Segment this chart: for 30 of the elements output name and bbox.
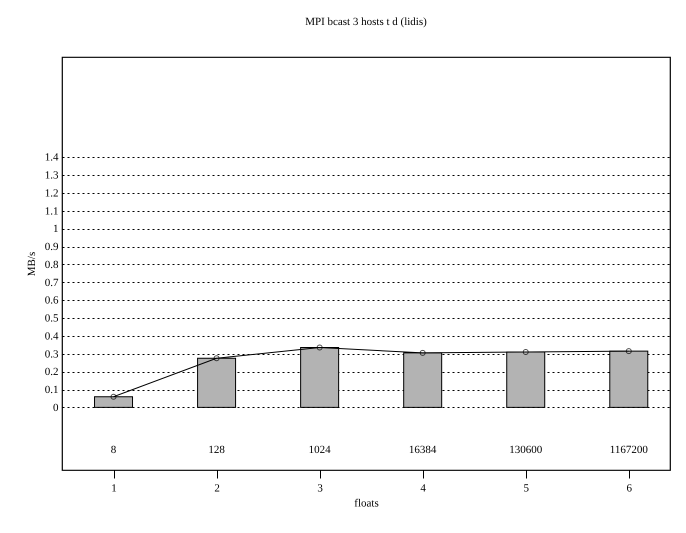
y-axis-title: MB/s xyxy=(26,252,38,276)
y-tick-label: 0.6 xyxy=(44,294,59,307)
y-tick-label: 1.3 xyxy=(44,170,59,182)
y-tick-label: 0.5 xyxy=(44,312,59,325)
y-tick-label: 0.4 xyxy=(44,330,59,342)
x-tick-label: 5 xyxy=(523,482,530,494)
y-tick-label: 1.1 xyxy=(44,205,58,218)
x-tick-label: 1 xyxy=(111,482,117,494)
chart-title: MPI bcast 3 hosts t d (lidis) xyxy=(305,16,428,28)
y-tick-label: 0.7 xyxy=(44,276,59,289)
y-tick-label: 1 xyxy=(53,223,58,236)
annotation: 130600 xyxy=(509,444,543,456)
x-tick-label: 3 xyxy=(317,482,324,494)
x-tick-label: 4 xyxy=(420,482,426,494)
y-tick-label: 0.1 xyxy=(44,384,58,396)
x-tick-label: 6 xyxy=(626,482,633,494)
y-tick-label: 1.2 xyxy=(44,187,58,200)
annotation: 8 xyxy=(110,444,117,456)
annotation: 16384 xyxy=(408,444,437,456)
annotation: 1024 xyxy=(308,444,332,456)
y-tick-label: 0.2 xyxy=(44,366,58,378)
annotation: 1167200 xyxy=(610,444,648,456)
y-tick-label: 0.8 xyxy=(44,258,59,271)
x-tick-label: 2 xyxy=(214,482,220,494)
y-tick-label: 1.4 xyxy=(44,152,59,164)
x-axis-title: floats xyxy=(354,498,379,510)
y-tick-label: 0 xyxy=(53,402,59,414)
y-tick-label: 0.9 xyxy=(44,241,59,254)
annotation: 128 xyxy=(208,444,226,456)
y-tick-label: 0.3 xyxy=(44,348,59,360)
